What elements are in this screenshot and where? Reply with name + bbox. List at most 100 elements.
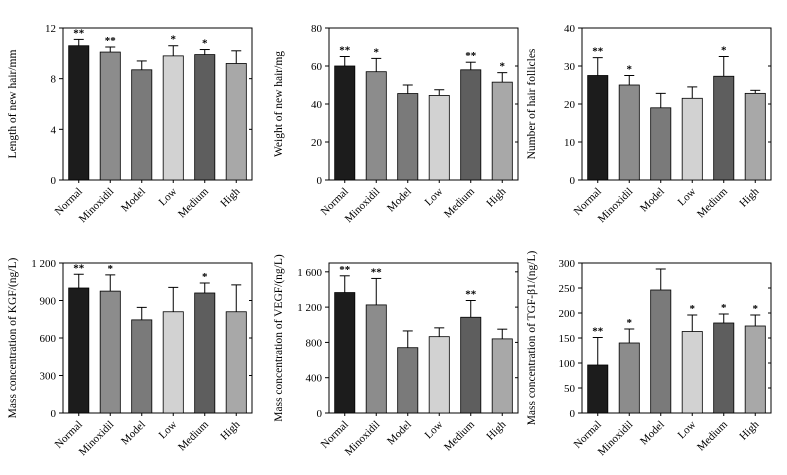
y-tick-label: 40 [311,99,323,111]
bar-high [744,92,766,181]
plot-frame [328,27,519,181]
bar-high [491,81,513,181]
bar-medium [713,322,735,414]
y-tick-label: 40 [564,23,576,35]
bar-low [428,95,450,181]
bar-low [162,55,184,181]
y-tick-label: 30 [564,61,576,73]
y-tick-label: 100 [559,358,576,370]
category-label: Low [157,186,180,209]
bar-normal [587,75,609,181]
bar-normal [334,292,356,414]
bar-high [225,311,247,414]
significance-label: ** [339,45,351,57]
significance-label: ** [73,27,85,39]
category-label: High [484,418,508,442]
y-axis-title: Mass concentration of KGF/(ng/L) [7,258,19,419]
bar-high [744,325,766,414]
y-tick-label: 300 [40,371,57,383]
category-label: Low [423,186,446,209]
bar-normal [68,45,90,181]
plot-frame [62,262,253,414]
category-label: Minoxidil [77,419,117,459]
y-tick-label: 20 [564,99,576,111]
category-label: Medium [695,418,730,453]
category-label: Minoxidil [77,186,117,226]
category-label: Minoxidil [596,186,636,226]
bar-model [397,93,419,181]
significance-label: * [721,45,727,57]
y-tick-label: 600 [40,333,57,345]
bar-medium [460,69,482,181]
y-tick-label: 1 600 [297,267,322,279]
bar-high [225,63,247,181]
bar-normal [334,65,356,181]
y-tick-label: 1 200 [31,258,56,270]
category-label: Minoxidil [343,186,383,226]
bar-medium [194,54,216,181]
category-label: Model [119,186,148,215]
y-axis-title: Number of hair follicles [526,48,538,159]
category-label: Medium [176,418,211,453]
bar-normal [68,287,90,414]
y-tick-label: 8 [51,74,57,86]
y-tick-label: 150 [559,333,576,345]
y-tick-label: 250 [559,283,576,295]
significance-label: * [753,303,759,315]
y-axis-title: Weight of new hair/mg [273,51,285,157]
category-label: Minoxidil [596,419,636,459]
category-label: Low [157,419,180,442]
significance-label: * [374,46,380,58]
y-tick-label: 0 [570,175,576,187]
category-label: High [737,418,761,442]
bar-high [491,338,513,414]
category-label: High [484,185,508,209]
bar-low [162,311,184,414]
significance-label: ** [73,262,85,274]
y-tick-label: 80 [311,23,323,35]
significance-label: ** [592,326,604,338]
significance-label: * [721,302,727,314]
y-axis-title: Length of new hair/mm [7,49,19,158]
y-tick-label: 4 [51,124,57,136]
significance-label: * [627,64,633,76]
y-axis-title: Mass concentration of TGF-β1/(ng/L) [526,251,538,426]
bar-minoxidil [99,290,121,414]
category-label: Minoxidil [343,419,383,459]
y-tick-label: 0 [317,175,323,187]
y-tick-label: 10 [564,137,576,149]
category-label: Model [119,419,148,448]
bar-minoxidil [99,51,121,181]
chart-panel-4: 0 300 600 900 1 200 Mass concentration of KGF… [7,258,253,459]
bar-low [681,331,703,414]
y-tick-label: 800 [306,337,323,349]
bar-minoxidil [618,84,640,181]
bar-model [397,347,419,414]
y-tick-label: 20 [311,137,323,149]
significance-label: ** [465,50,477,62]
category-label: High [218,418,242,442]
category-label: Medium [176,185,211,220]
bar-medium [194,292,216,414]
y-tick-label: 200 [559,308,576,320]
category-label: Model [638,419,667,448]
y-tick-label: 0 [570,408,576,420]
significance-label: * [202,271,208,283]
bar-normal [587,364,609,414]
chart-panel-6: 0 50 100 150 200 250 300 Mass concentration of … [526,251,772,459]
bar-model [650,289,672,414]
category-label: High [218,185,242,209]
significance-label: * [500,61,506,73]
bar-model [131,319,153,414]
category-label: Low [676,186,699,209]
significance-label: ** [592,46,604,58]
y-tick-label: 0 [51,408,57,420]
plot-frame [581,262,772,414]
significance-label: ** [465,289,477,301]
y-tick-label: 0 [317,408,323,420]
category-label: Medium [442,418,477,453]
y-tick-label: 900 [40,296,57,308]
category-label: Model [385,419,414,448]
y-tick-label: 0 [51,175,57,187]
